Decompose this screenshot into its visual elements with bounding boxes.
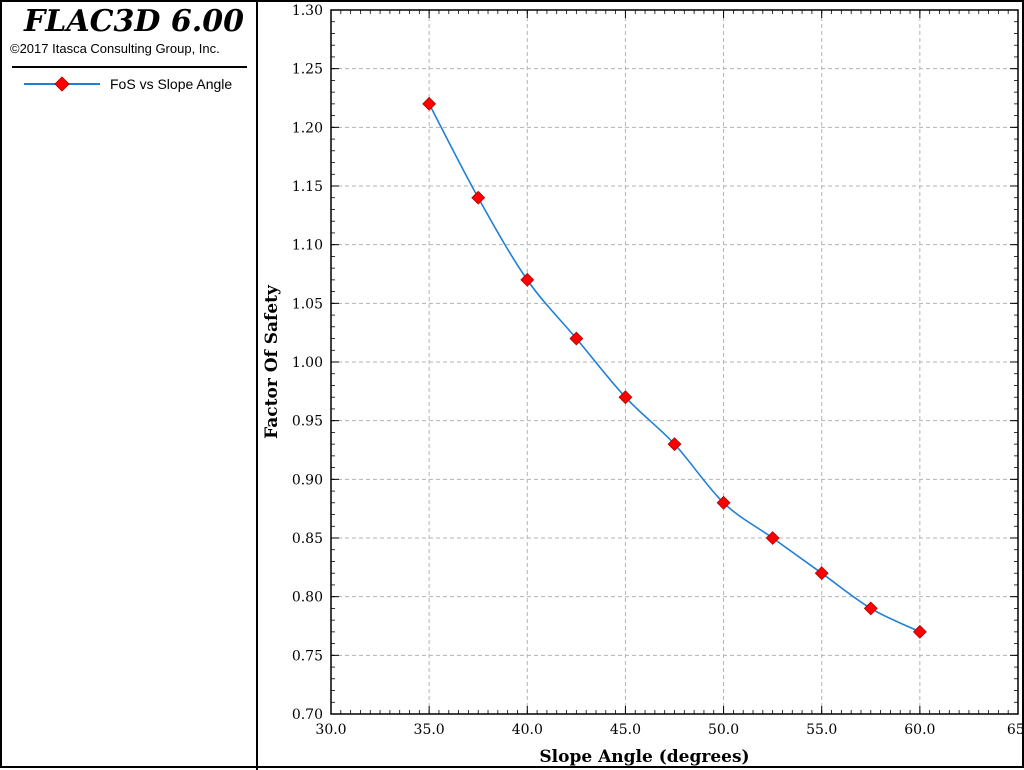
- data-point: [814, 566, 829, 581]
- y-tick-label: 1.00: [292, 355, 323, 371]
- data-point: [422, 96, 437, 111]
- data-point: [765, 531, 780, 545]
- series-line: [428, 103, 921, 633]
- legend-label: FoS vs Slope Angle: [110, 76, 233, 92]
- x-tick-label: 60.0: [904, 722, 935, 738]
- y-tick-label: 0.70: [292, 707, 323, 723]
- y-tick-label: 1.20: [292, 120, 323, 136]
- y-tick-label: 1.25: [292, 62, 323, 78]
- grid: [331, 10, 1018, 714]
- legend-divider: [12, 66, 247, 68]
- data-point: [520, 272, 535, 287]
- copyright-text: ©2017 Itasca Consulting Group, Inc.: [10, 41, 220, 56]
- data-point: [471, 190, 486, 205]
- x-tick-label: 40.0: [512, 722, 543, 738]
- data-point: [863, 601, 878, 616]
- y-tick-label: 0.90: [292, 472, 323, 488]
- data-point: [716, 495, 731, 510]
- y-tick-label: 0.80: [292, 590, 323, 606]
- y-tick-label: 0.95: [292, 414, 323, 430]
- x-tick-label: 50.0: [708, 722, 739, 738]
- y-tick-label: 0.85: [292, 531, 323, 547]
- y-tick-label: 1.05: [292, 296, 323, 312]
- tick-labels: 30.0 35.0 40.0 45.0 50.0 55.0 60.0 65. 0.70 0.75 0…: [262, 3, 1024, 767]
- x-axis-title: Slope Angle (degrees): [539, 747, 749, 767]
- x-tick-label: 55.0: [806, 722, 837, 738]
- y-axis-title: Factor Of Safety: [262, 284, 282, 439]
- x-tick-label: 35.0: [414, 722, 445, 738]
- data-point: [569, 331, 584, 346]
- y-tick-label: 1.10: [292, 238, 323, 254]
- legend-swatch-icon: [24, 76, 100, 92]
- data-point: [912, 624, 927, 639]
- y-tick-label: 1.30: [292, 3, 323, 19]
- data-point: [618, 390, 633, 405]
- x-tick-label: 30.0: [315, 722, 346, 738]
- series-layer: [422, 96, 927, 639]
- x-tick-label: 45.0: [610, 722, 641, 738]
- axes: [330, 9, 1019, 715]
- app-title: FLAC3D 6.00: [24, 4, 244, 39]
- x-tick-label: 65.: [1007, 722, 1024, 738]
- y-tick-label: 0.75: [292, 648, 323, 664]
- chart-area: 30.0 35.0 40.0 45.0 50.0 55.0 60.0 65. 0.70 0.75 0…: [262, 3, 1024, 767]
- data-point: [667, 437, 682, 452]
- y-tick-label: 1.15: [292, 179, 323, 195]
- legend-panel: FLAC3D 6.00 ©2017 Itasca Consulting Grou…: [2, 2, 258, 770]
- legend-entry: FoS vs Slope Angle: [24, 74, 254, 94]
